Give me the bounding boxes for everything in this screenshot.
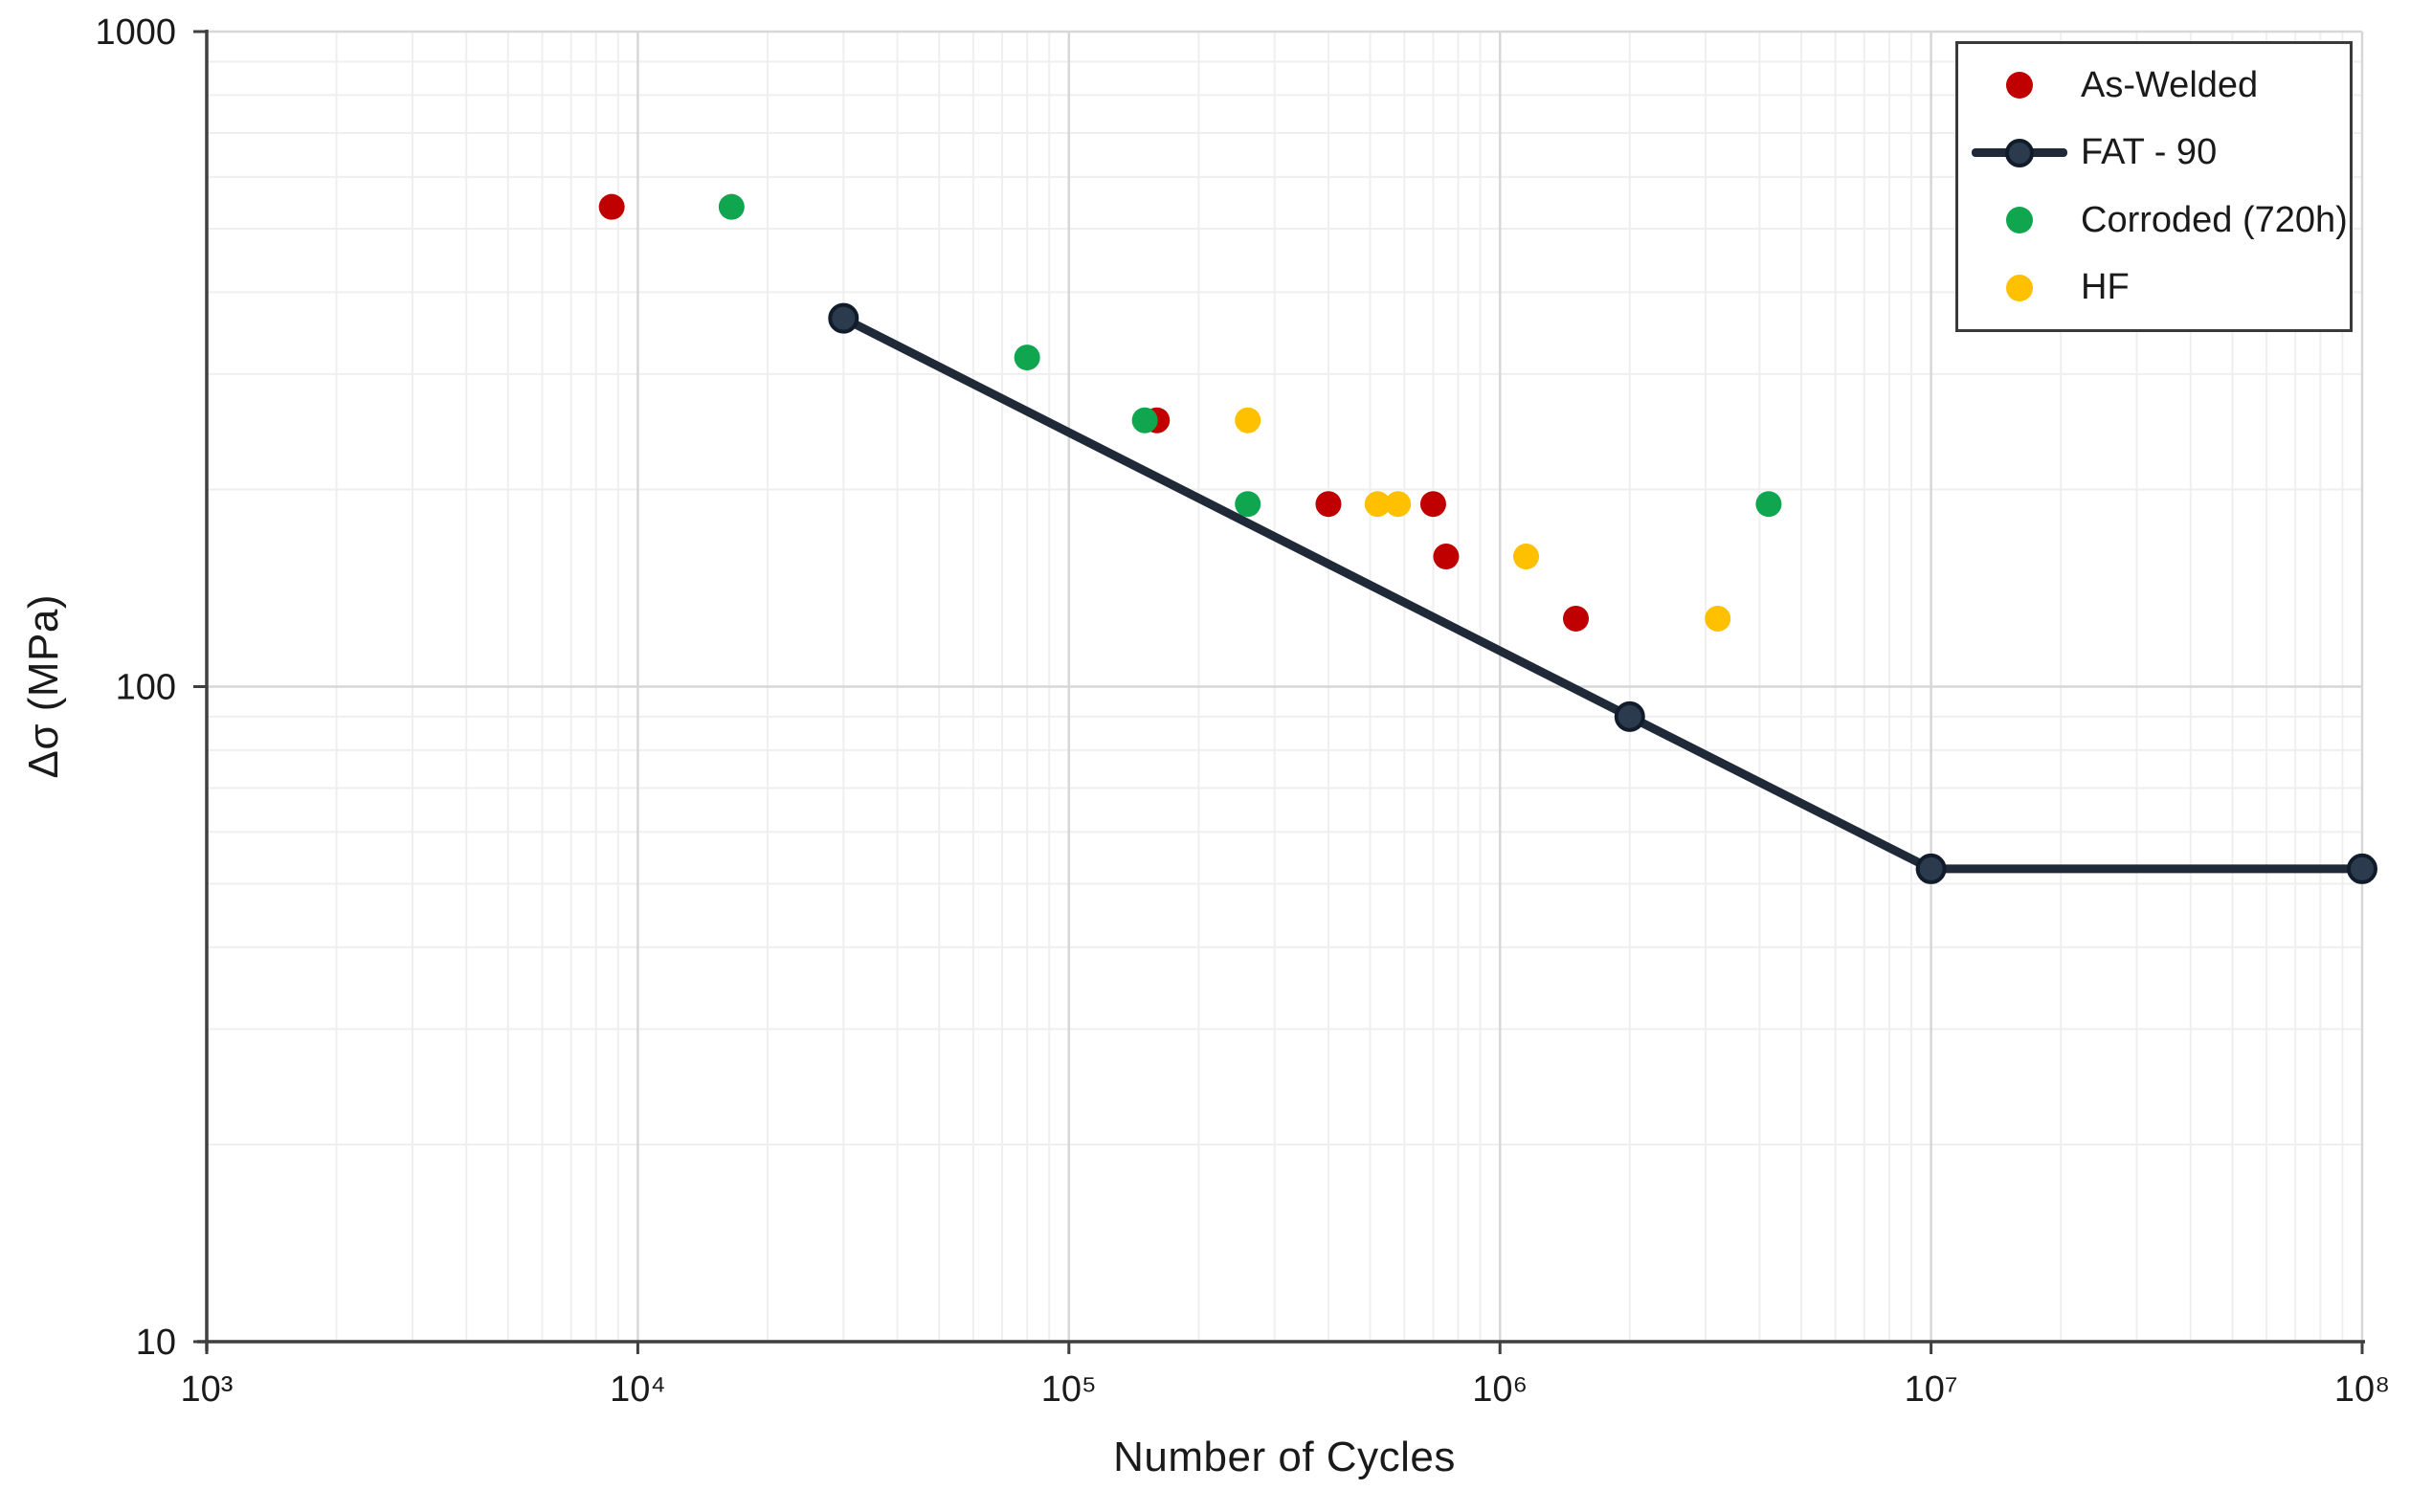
- data-series: [598, 193, 2377, 884]
- corroded-dot-icon: [2006, 207, 2033, 234]
- data-point-fat-90: [1915, 853, 1947, 884]
- x-tick-label: 10⁷: [1905, 1369, 1958, 1410]
- data-point-corroded-720h: [1235, 491, 1261, 518]
- x-axis-title: Number of Cycles: [1113, 1434, 1456, 1480]
- series-corroded-720h: [718, 193, 1782, 518]
- chart-legend: As-Welded FAT - 90 Corroded (720h) HF: [1955, 41, 2353, 332]
- y-tick-label: 100: [116, 668, 176, 708]
- hf-dot-icon: [2006, 274, 2033, 301]
- axes: [197, 30, 2365, 1351]
- data-point-as-welded: [598, 193, 625, 220]
- data-point-as-welded: [1433, 544, 1460, 570]
- data-point-corroded-720h: [1014, 345, 1040, 371]
- series-as-welded: [598, 193, 1590, 632]
- data-point-hf: [1364, 491, 1391, 518]
- legend-label-as-welded: As-Welded: [2081, 64, 2259, 105]
- legend-label-corroded: Corroded (720h): [2081, 199, 2348, 240]
- y-tick-labels: 1000 100 10: [95, 12, 176, 1363]
- tick-marks: [193, 30, 2364, 1354]
- as-welded-marker-cell: [1958, 63, 2081, 107]
- data-point-as-welded: [1563, 605, 1590, 632]
- data-point-hf: [1705, 605, 1731, 632]
- series-hf: [1235, 407, 1731, 632]
- data-point-hf: [1513, 544, 1540, 570]
- data-point-as-welded: [1419, 491, 1446, 518]
- y-axis-title-text: Δσ (MPa): [20, 594, 67, 779]
- x-tick-label: 10³: [181, 1369, 234, 1410]
- data-point-hf: [1385, 491, 1412, 518]
- as-welded-dot-icon: [2006, 72, 2033, 100]
- y-axis-title: Δσ (MPa): [15, 32, 73, 1342]
- series-fat-90: [828, 302, 2377, 884]
- hf-marker-cell: [1958, 266, 2081, 310]
- data-point-as-welded: [1315, 491, 1342, 518]
- fat-90-line-icon: [1972, 138, 2067, 167]
- x-tick-labels: 10³ 10⁴ 10⁵ 10⁶ 10⁷ 10⁸: [181, 1369, 2391, 1410]
- legend-item-fat-90: FAT - 90: [1958, 131, 2350, 175]
- x-tick-label: 10⁸: [2334, 1369, 2390, 1410]
- corroded-marker-cell: [1958, 198, 2081, 242]
- data-point-corroded-720h: [718, 193, 745, 220]
- legend-item-corroded: Corroded (720h): [1958, 198, 2350, 242]
- x-tick-label: 10⁴: [610, 1369, 666, 1410]
- y-tick-label: 10: [136, 1323, 176, 1363]
- legend-label-hf: HF: [2081, 267, 2130, 308]
- fat-90-dot-icon: [2005, 138, 2034, 167]
- data-point-fat-90: [1614, 700, 1645, 732]
- data-point-corroded-720h: [1131, 407, 1158, 434]
- y-tick-label: 1000: [95, 12, 176, 53]
- gridlines-major: [207, 30, 2364, 1342]
- legend-item-as-welded: As-Welded: [1958, 63, 2350, 107]
- data-point-hf: [1235, 407, 1261, 434]
- data-point-corroded-720h: [1755, 491, 1782, 518]
- legend-label-fat-90: FAT - 90: [2081, 132, 2218, 173]
- x-tick-label: 10⁶: [1472, 1369, 1528, 1410]
- fat-curve-line: [838, 314, 2367, 874]
- legend-item-hf: HF: [1958, 266, 2350, 310]
- x-tick-label: 10⁵: [1041, 1369, 1097, 1410]
- data-point-fat-90: [828, 302, 859, 334]
- fat-90-marker-cell: [1958, 131, 2081, 175]
- data-point-fat-90: [2347, 853, 2377, 884]
